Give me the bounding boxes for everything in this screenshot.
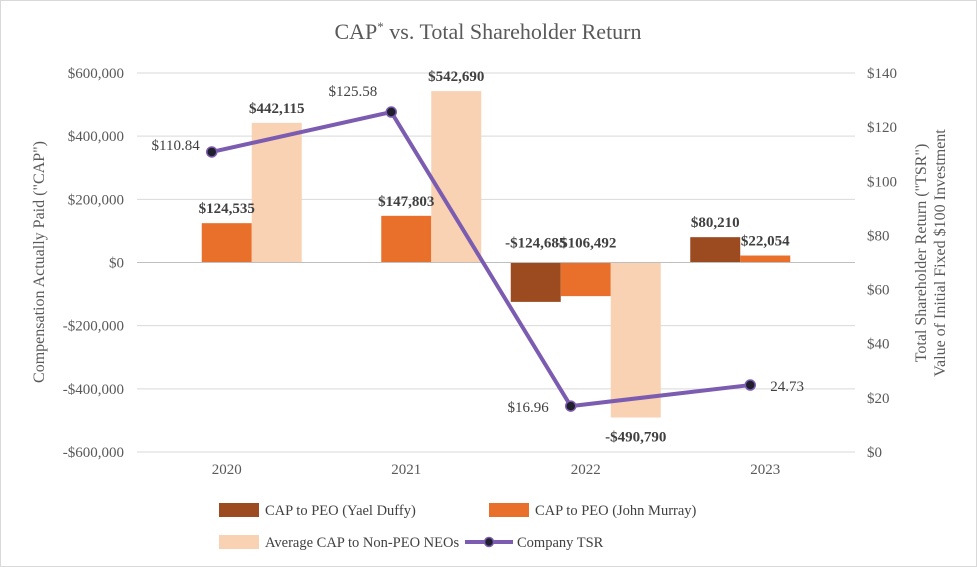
tsr-labels: $110.84 $125.58 $16.96 24.73 [152,84,804,416]
left-axis-ticks: $600,000 $400,000 $200,000 $0 -$200,000 -$400… [63,66,124,461]
bar [510,262,561,302]
bar [610,262,661,418]
right-axis-ticks: $140 $120 $100 $80 $60 $40 $20 $0 [867,66,897,461]
right-tick-label: $140 [867,66,897,82]
tsr-value-label: $125.58 [329,84,378,100]
bar-value-label: $442,115 [249,101,304,117]
right-tick-label: $20 [867,391,890,407]
category-label: 2022 [571,462,601,478]
right-tick-label: $80 [867,228,890,244]
left-tick-label: $200,000 [68,192,124,208]
bars [201,91,791,418]
bar-value-label: $147,803 [378,194,434,210]
bar [251,122,302,263]
legend-item: CAP to PEO (John Murray) [489,503,697,519]
tsr-marker [206,146,218,158]
right-tick-label: $0 [867,445,882,461]
left-tick-label: $400,000 [68,129,124,145]
tsr-marker [744,379,756,391]
legend-label: CAP to PEO (John Murray) [535,503,697,519]
right-tick-label: $60 [867,283,890,299]
legend: CAP to PEO (Yael Duffy) CAP to PEO (John … [219,503,697,551]
category-label: 2023 [750,462,780,478]
tsr-line [206,106,756,412]
chart-title: CAP* vs. Total Shareholder Return [334,19,641,44]
legend-item: Average CAP to Non-PEO NEOs [219,535,459,551]
left-axis-title: Compensation Actually Paid ("CAP") [31,141,48,383]
legend-item: Company TSR [465,535,604,551]
category-labels: 2020 2021 2022 2023 [212,462,781,478]
tsr-value-label: 24.73 [770,379,804,395]
bar-value-label: $542,690 [428,69,484,85]
bar [740,255,791,263]
bar [381,215,432,263]
category-label: 2020 [212,462,242,478]
legend-label: Average CAP to Non-PEO NEOs [265,535,459,551]
legend-item: CAP to PEO (Yael Duffy) [219,503,416,519]
right-axis-title-line2: Value of Initial Fixed $100 Investment [932,129,949,377]
bar [201,223,252,263]
bar [431,91,482,263]
legend-swatch [219,535,259,549]
left-tick-label: $600,000 [68,66,124,82]
bar-value-label: -$490,790 [605,430,666,446]
tsr-marker [385,106,397,118]
tsr-value-label: $16.96 [508,400,550,416]
bar-labels: -$124,685 $80,210 $124,535 $147,803 -$106,49… [199,69,791,445]
left-tick-label: -$600,000 [63,445,124,461]
legend-swatch-marker [483,536,495,548]
left-tick-label: $0 [109,256,124,272]
legend-swatch [489,503,529,517]
bar-value-label: $124,535 [199,201,255,217]
bar [560,262,611,297]
tsr-value-label: $110.84 [152,138,201,154]
left-tick-label: -$200,000 [63,319,124,335]
bar-value-label: $22,054 [741,234,790,250]
bar [690,237,741,263]
bar-value-label: -$106,492 [555,236,616,252]
tsr-series-line [211,110,751,409]
legend-swatch [219,503,259,517]
legend-label: Company TSR [517,535,604,551]
bar-value-label: $80,210 [691,215,740,231]
right-tick-label: $100 [867,174,897,190]
right-axis-title-line1: Total Shareholder Return ("TSR") [913,144,930,363]
left-tick-label: -$400,000 [63,382,124,398]
right-tick-label: $40 [867,337,890,353]
legend-label: CAP to PEO (Yael Duffy) [265,503,416,519]
tsr-marker [565,400,577,412]
right-tick-label: $120 [867,120,897,136]
category-label: 2021 [391,462,421,478]
bar-value-label: -$124,685 [505,236,566,252]
